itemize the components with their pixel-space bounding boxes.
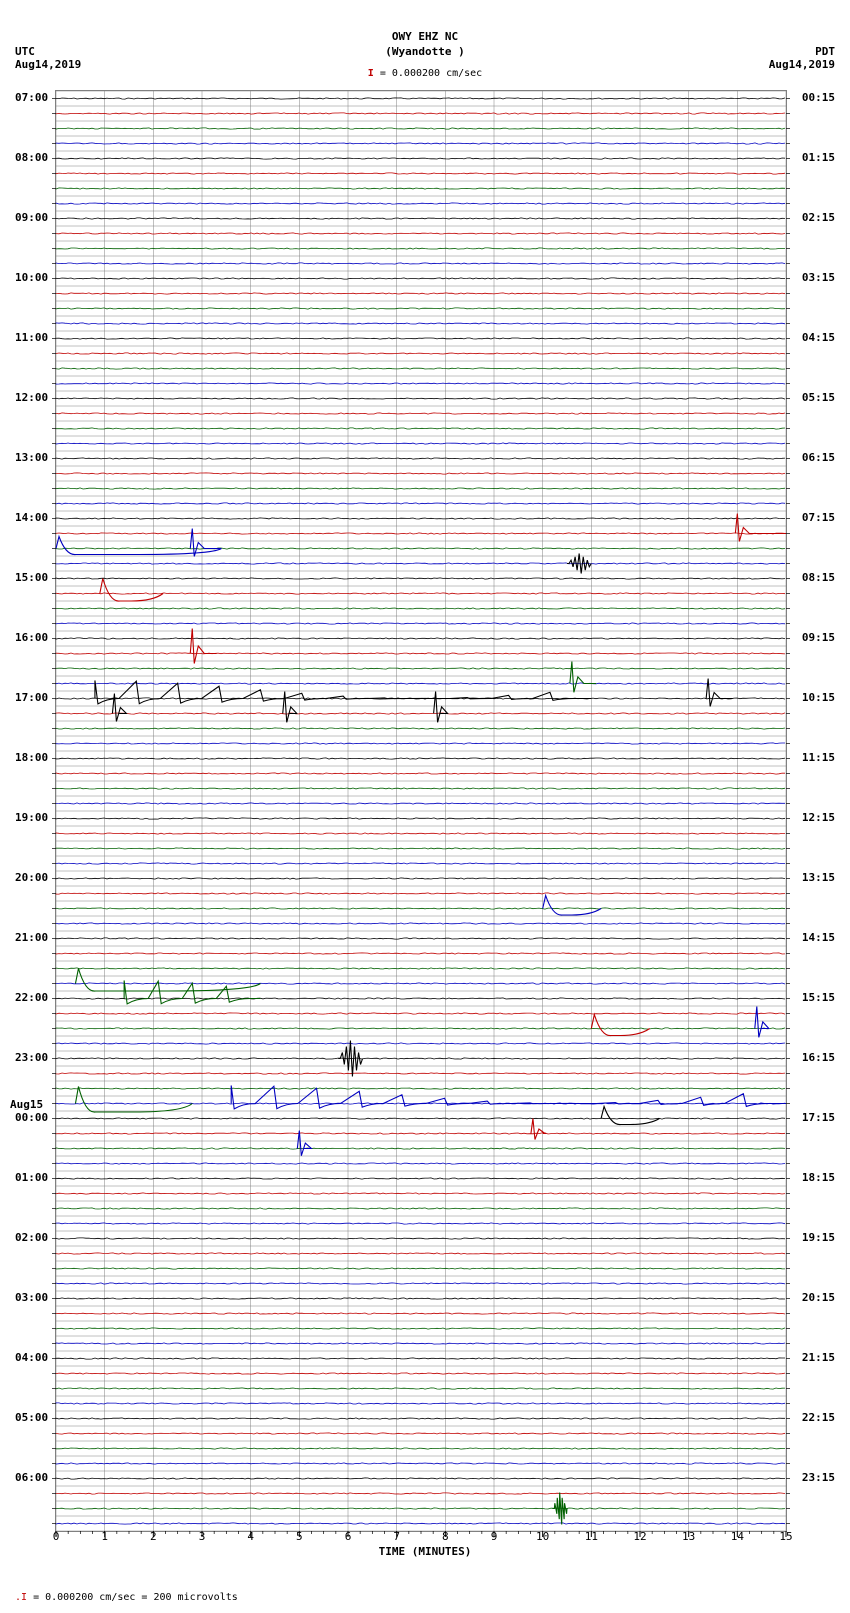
right-time-label: 01:15 — [802, 151, 835, 164]
scale-label: I = 0.000200 cm/sec — [0, 68, 850, 79]
date-right-label: Aug14,2019 — [769, 58, 835, 71]
x-tick-label: 5 — [292, 1530, 306, 1543]
x-tick-label: 4 — [244, 1530, 258, 1543]
right-time-label: 08:15 — [802, 571, 835, 584]
right-time-label: 06:15 — [802, 451, 835, 464]
right-time-label: 04:15 — [802, 331, 835, 344]
helicorder-svg — [56, 91, 786, 1531]
x-tick-label: 2 — [146, 1530, 160, 1543]
left-time-label: 14:00 — [15, 511, 48, 524]
right-time-label: 09:15 — [802, 631, 835, 644]
station-title: OWY EHZ NC — [0, 30, 850, 43]
left-time-label: 16:00 — [15, 631, 48, 644]
left-time-label: 05:00 — [15, 1411, 48, 1424]
right-time-label: 21:15 — [802, 1351, 835, 1364]
x-tick-label: 10 — [536, 1530, 550, 1543]
chart-area — [55, 90, 787, 1532]
footer-scale: .I = 0.000200 cm/sec = 200 microvolts — [15, 1592, 238, 1603]
left-time-label: 15:00 — [15, 571, 48, 584]
x-tick-label: 9 — [487, 1530, 501, 1543]
right-time-label: 02:15 — [802, 211, 835, 224]
x-tick-label: 3 — [195, 1530, 209, 1543]
right-time-label: 07:15 — [802, 511, 835, 524]
station-subtitle: (Wyandotte ) — [0, 45, 850, 58]
date-left-label: Aug14,2019 — [15, 58, 81, 71]
right-time-label: 14:15 — [802, 931, 835, 944]
x-tick-label: 12 — [633, 1530, 647, 1543]
right-time-label: 03:15 — [802, 271, 835, 284]
left-time-label: 21:00 — [15, 931, 48, 944]
left-time-label: 06:00 — [15, 1471, 48, 1484]
helicorder-container: OWY EHZ NC (Wyandotte ) I = 0.000200 cm/… — [0, 0, 850, 1613]
left-time-label: 23:00 — [15, 1051, 48, 1064]
left-time-label: 22:00 — [15, 991, 48, 1004]
left-time-label: 11:00 — [15, 331, 48, 344]
left-time-label: 04:00 — [15, 1351, 48, 1364]
right-time-label: 12:15 — [802, 811, 835, 824]
left-time-label: 19:00 — [15, 811, 48, 824]
left-time-label: 03:00 — [15, 1291, 48, 1304]
right-time-label: 22:15 — [802, 1411, 835, 1424]
left-time-label: 13:00 — [15, 451, 48, 464]
left-time-label: 08:00 — [15, 151, 48, 164]
right-time-label: 05:15 — [802, 391, 835, 404]
right-time-label: 20:15 — [802, 1291, 835, 1304]
left-time-label: 17:00 — [15, 691, 48, 704]
x-tick-label: 15 — [779, 1530, 793, 1543]
right-time-label: 15:15 — [802, 991, 835, 1004]
x-tick-label: 13 — [682, 1530, 696, 1543]
left-time-label: 10:00 — [15, 271, 48, 284]
x-tick-label: 1 — [98, 1530, 112, 1543]
right-time-label: 19:15 — [802, 1231, 835, 1244]
left-time-label: 07:00 — [15, 91, 48, 104]
x-tick-label: 7 — [390, 1530, 404, 1543]
next-day-label: Aug15 — [10, 1098, 43, 1111]
right-time-label: 23:15 — [802, 1471, 835, 1484]
x-tick-label: 11 — [584, 1530, 598, 1543]
right-time-label: 13:15 — [802, 871, 835, 884]
right-time-label: 17:15 — [802, 1111, 835, 1124]
left-time-label: 20:00 — [15, 871, 48, 884]
right-time-label: 16:15 — [802, 1051, 835, 1064]
left-time-label: 18:00 — [15, 751, 48, 764]
left-time-label: 12:00 — [15, 391, 48, 404]
right-time-label: 00:15 — [802, 91, 835, 104]
x-tick-label: 0 — [49, 1530, 63, 1543]
x-tick-label: 6 — [341, 1530, 355, 1543]
left-time-label: 09:00 — [15, 211, 48, 224]
tz-right-label: PDT — [815, 45, 835, 58]
x-tick-label: 14 — [730, 1530, 744, 1543]
left-time-label: 00:00 — [15, 1111, 48, 1124]
left-time-label: 01:00 — [15, 1171, 48, 1184]
tz-left-label: UTC — [15, 45, 35, 58]
right-time-label: 18:15 — [802, 1171, 835, 1184]
right-time-label: 10:15 — [802, 691, 835, 704]
x-axis-label: TIME (MINUTES) — [0, 1545, 850, 1558]
x-tick-label: 8 — [438, 1530, 452, 1543]
right-time-label: 11:15 — [802, 751, 835, 764]
left-time-label: 02:00 — [15, 1231, 48, 1244]
